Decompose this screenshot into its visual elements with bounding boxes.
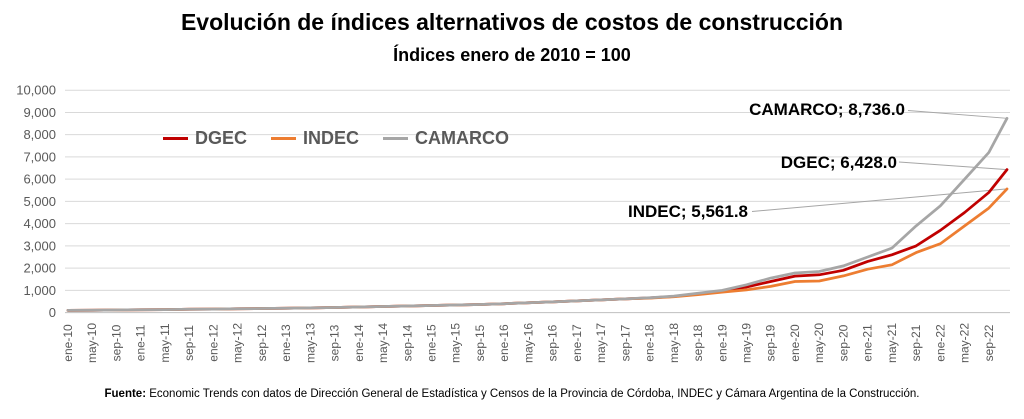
data-label-dgec: DGEC; 6,428.0 (780, 153, 897, 172)
x-tick-label: may-19 (740, 323, 754, 363)
x-tick-label: may-21 (885, 323, 899, 363)
x-tick-label: ene-16 (497, 324, 511, 362)
x-tick-label: may-15 (449, 323, 463, 363)
series-line-camarco (66, 116, 1009, 312)
x-tick-label: sep-17 (618, 324, 632, 361)
camarco-line-swatch-icon (383, 137, 409, 140)
y-tick-label: 9,000 (23, 105, 56, 120)
x-tick-label: sep-14 (400, 324, 414, 361)
x-tick-label: may-12 (231, 323, 245, 363)
x-tick-label: sep-22 (982, 324, 996, 361)
y-tick-label: 3,000 (23, 238, 56, 253)
legend-item-indec: INDEC (271, 128, 359, 149)
x-tick-label: ene-12 (206, 324, 220, 362)
x-tick-label: may-22 (958, 323, 972, 363)
x-tick-label: sep-13 (328, 324, 342, 361)
source-note-prefix: Fuente: (104, 388, 147, 400)
x-tick-label: may-16 (521, 323, 535, 363)
x-tick-label: ene-15 (424, 324, 438, 362)
data-label-camarco: CAMARCO; 8,736.0 (749, 100, 905, 119)
x-tick-label: sep-11 (182, 325, 196, 361)
source-note-text: Economic Trends con datos de Dirección G… (146, 388, 920, 400)
chart-title: Evolución de índices alternativos de cos… (180, 9, 844, 35)
series-line-indec (66, 187, 1009, 312)
legend-item-dgec: DGEC (163, 128, 247, 149)
x-tick-label: ene-18 (643, 324, 657, 362)
x-tick-label: sep-10 (109, 324, 123, 361)
x-tick-label: may-17 (594, 323, 608, 363)
x-tick-label: sep-21 (909, 324, 923, 361)
leader-line-indec (751, 188, 1008, 212)
x-tick-label: sep-12 (255, 324, 269, 361)
chart-subtitle: Índices enero de 2010 = 100 (393, 45, 631, 65)
x-tick-label: ene-14 (352, 324, 366, 362)
leader-line-dgec (898, 161, 1008, 171)
x-tick-label: ene-11 (134, 324, 148, 361)
x-tick-label: ene-20 (788, 324, 802, 362)
x-tick-label: may-20 (812, 323, 826, 363)
y-tick-label: 1,000 (23, 283, 56, 298)
x-tick-label: ene-21 (861, 324, 875, 362)
data-label-indec: INDEC; 5,561.8 (628, 202, 748, 221)
legend-label-dgec: DGEC (195, 128, 248, 148)
x-tick-label: sep-20 (836, 324, 850, 361)
series-line-dgec (66, 168, 1009, 312)
x-tick-label: ene-19 (715, 324, 729, 362)
x-tick-label: ene-17 (570, 324, 584, 362)
x-tick-label: ene-10 (61, 324, 75, 362)
y-tick-label: 10,000 (16, 83, 56, 98)
legend-item-camarco: CAMARCO (383, 128, 509, 149)
y-tick-label: 5,000 (23, 194, 56, 209)
legend-label-indec: INDEC (303, 128, 360, 148)
indec-line-swatch-icon (271, 137, 297, 140)
y-tick-label: 0 (49, 305, 56, 320)
chart-legend: DGEC INDEC CAMARCO (163, 128, 509, 149)
legend-label-camarco: CAMARCO (415, 128, 510, 148)
x-tick-label: ene-13 (279, 324, 293, 362)
y-tick-label: 2,000 (23, 261, 56, 276)
x-tick-label: may-10 (85, 323, 99, 363)
y-tick-label: 4,000 (23, 216, 56, 231)
x-tick-label: sep-16 (546, 324, 560, 361)
dgec-line-swatch-icon (163, 137, 188, 140)
x-tick-label: may-14 (376, 323, 390, 363)
x-tick-label: may-11 (158, 323, 172, 362)
y-tick-label: 8,000 (23, 127, 56, 142)
x-tick-label: sep-15 (473, 324, 487, 361)
y-tick-label: 7,000 (23, 149, 56, 164)
x-tick-label: may-18 (667, 323, 681, 363)
x-tick-label: may-13 (303, 323, 317, 363)
y-tick-label: 6,000 (23, 172, 56, 187)
source-note: Fuente: Economic Trends con datos de Dir… (0, 388, 1024, 400)
leader-line-camarco (907, 110, 1008, 119)
x-tick-label: sep-19 (764, 324, 778, 361)
x-tick-label: ene-22 (933, 324, 947, 362)
x-tick-label: sep-18 (691, 324, 705, 361)
